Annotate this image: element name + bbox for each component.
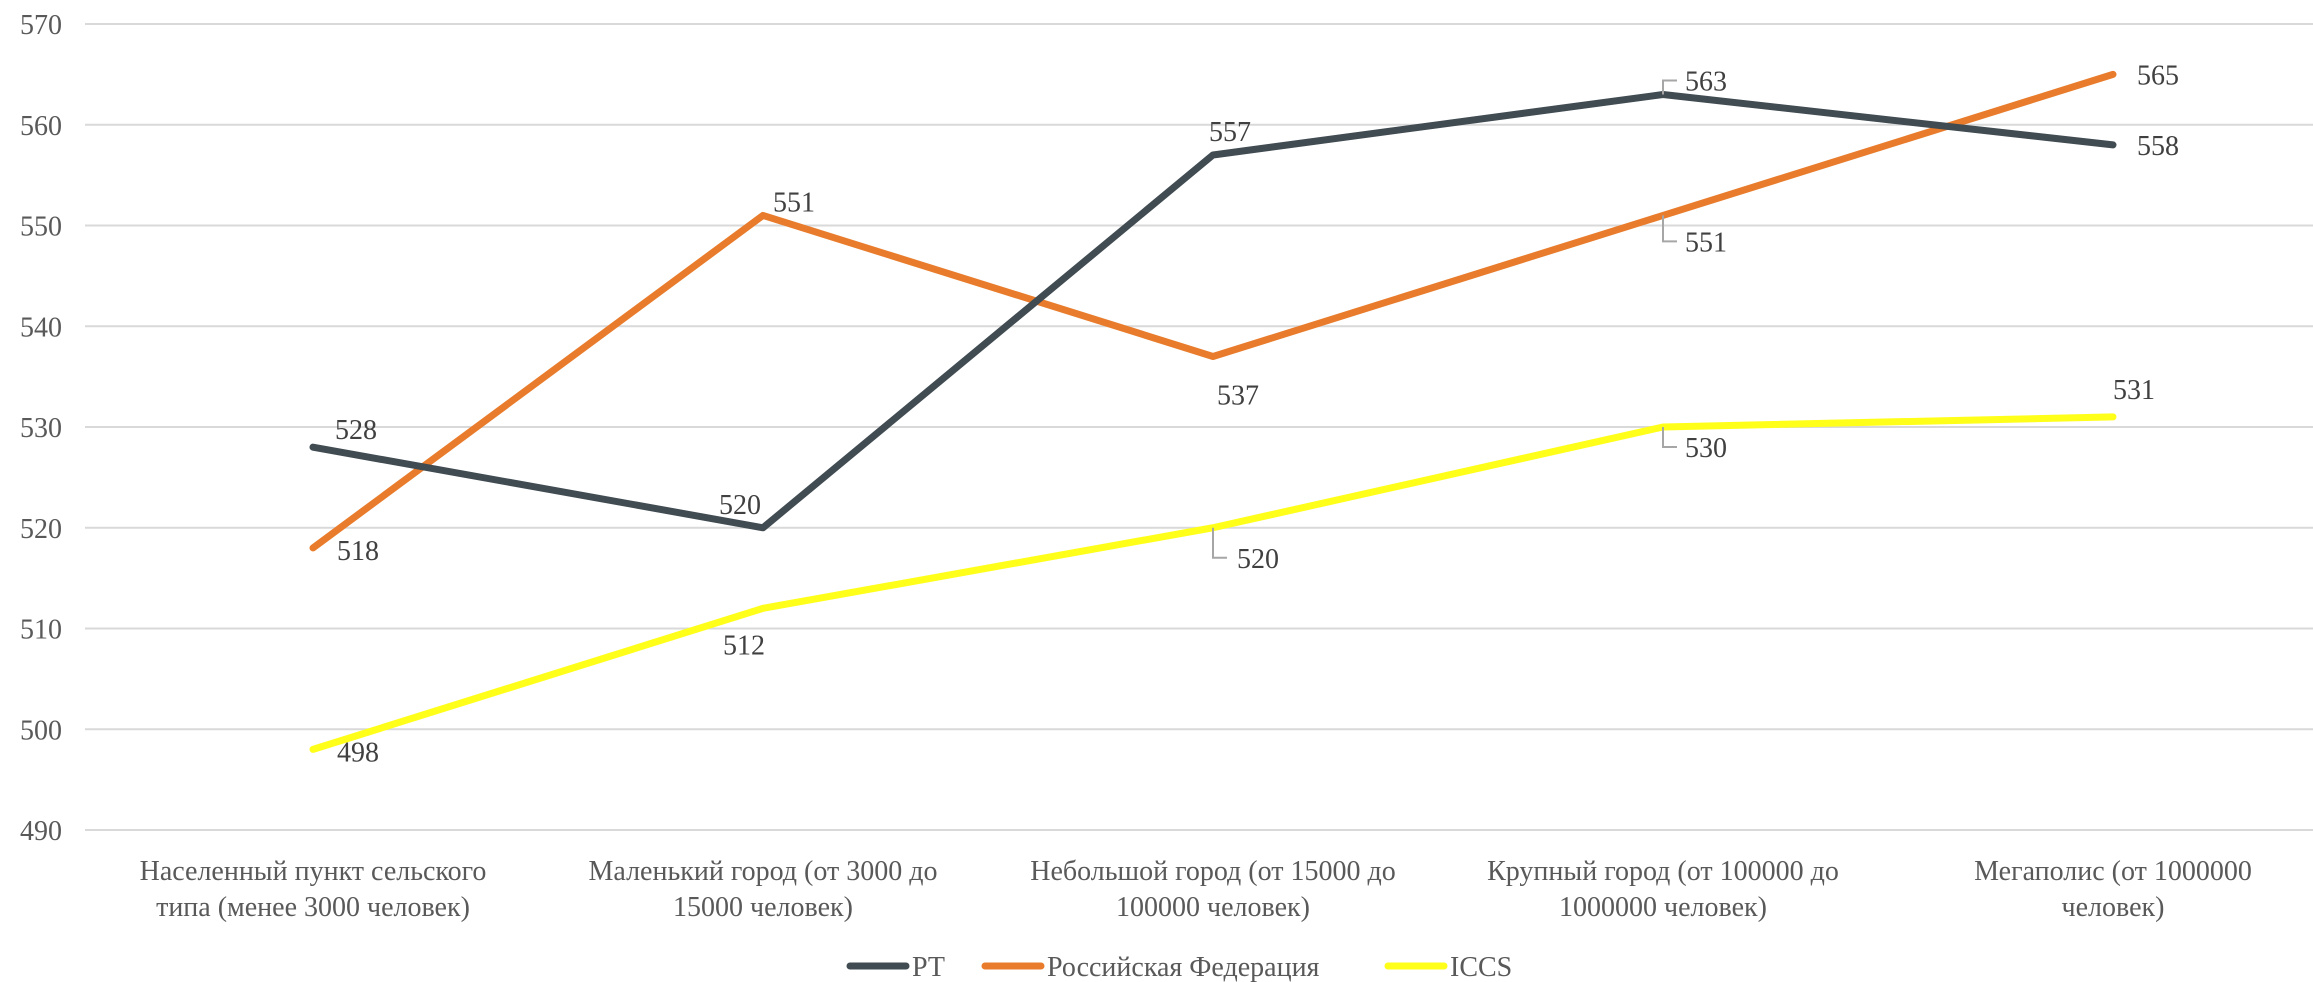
x-category-label: 100000 человек) [1116, 892, 1310, 923]
label-leader-line [1662, 427, 1677, 448]
data-label: 520 [719, 490, 761, 521]
series-lines [309, 70, 2117, 753]
x-category-label: Крупный город (от 100000 до [1487, 856, 1839, 887]
x-axis-categories: Населенный пункт сельского типа (менее 30… [140, 856, 2252, 923]
x-category-label: 15000 человек) [673, 892, 853, 923]
legend-label: Российская Федерация [1047, 952, 1320, 982]
data-label: 498 [337, 737, 379, 768]
gridlines [85, 23, 2313, 831]
label-leader-line [1212, 527, 1227, 559]
y-axis-ticks: 490 500 510 520 530 540 550 560 570 [20, 10, 62, 847]
data-label: 518 [337, 536, 379, 567]
x-category-label: 1000000 человек) [1559, 892, 1767, 923]
y-tick-label: 530 [20, 413, 62, 444]
data-label: 537 [1217, 380, 1259, 411]
data-label: 551 [1685, 227, 1727, 258]
y-tick-label: 560 [20, 111, 62, 142]
label-leader-line [1662, 215, 1677, 243]
x-category-label: типа (менее 3000 человек) [156, 892, 470, 923]
legend-label: ICCS [1450, 952, 1512, 982]
x-category-label: Маленький город (от 3000 до [589, 856, 938, 887]
legend: РТ Российская Федерация ICCS [846, 952, 1512, 982]
data-labels: 528 520 557 563 558 518 551 537 551 565 498 512 520 5… [335, 60, 2179, 768]
label-leader-lines [1212, 79, 1677, 559]
series-line-2 [309, 413, 2117, 753]
data-label: 563 [1685, 67, 1727, 98]
series-line-0 [309, 91, 2117, 532]
data-label: 528 [335, 415, 377, 446]
x-category-label: Небольшой город (от 15000 до [1030, 856, 1395, 887]
data-label: 551 [773, 187, 815, 218]
x-category-label: человек) [2062, 892, 2165, 923]
x-category-label: Мегаполис (от 1000000 [1974, 856, 2252, 887]
data-label: 558 [2137, 131, 2179, 162]
y-tick-label: 490 [20, 816, 62, 847]
y-tick-label: 520 [20, 514, 62, 545]
data-label: 557 [1209, 117, 1251, 148]
data-label: 520 [1237, 544, 1279, 575]
y-tick-label: 570 [20, 10, 62, 41]
y-tick-label: 550 [20, 212, 62, 243]
data-label: 565 [2137, 60, 2179, 91]
y-tick-label: 540 [20, 312, 62, 343]
data-label: 531 [2113, 375, 2155, 406]
legend-label: РТ [912, 952, 945, 982]
y-tick-label: 510 [20, 615, 62, 646]
series-line-1 [309, 70, 2117, 552]
label-leader-line [1662, 79, 1677, 95]
data-label: 512 [723, 630, 765, 661]
data-label: 530 [1685, 433, 1727, 464]
y-tick-label: 500 [20, 715, 62, 746]
x-category-label: Населенный пункт сельского [140, 856, 487, 887]
